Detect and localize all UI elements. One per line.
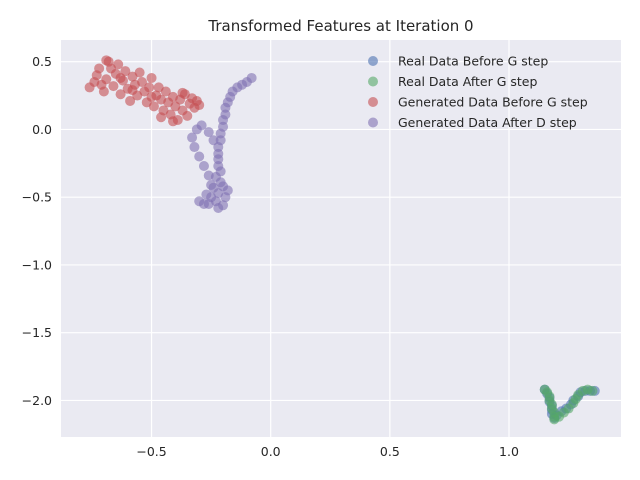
data-points (84, 55, 600, 425)
grid-lines (61, 40, 621, 437)
data-point (208, 135, 219, 146)
data-point (160, 86, 171, 97)
y-tick-label: −1.5 (22, 325, 52, 340)
y-tick-label: 0.0 (32, 122, 52, 137)
data-point (115, 89, 126, 100)
data-point (587, 385, 598, 396)
legend-marker (368, 117, 378, 128)
data-point (203, 127, 214, 138)
data-point (146, 91, 157, 102)
legend-marker (368, 56, 378, 66)
y-tick-label: −1.0 (22, 257, 52, 272)
x-tick-label: −0.5 (136, 444, 166, 459)
data-point (187, 132, 198, 143)
y-tick-label: −0.5 (22, 190, 52, 205)
y-axis: 0.5 0.0 −0.5 −1.0 −1.5 −2.0 (22, 54, 52, 408)
data-point (115, 72, 126, 83)
data-point (146, 72, 157, 83)
data-point (201, 189, 212, 200)
data-point (194, 151, 205, 162)
data-point (144, 82, 155, 93)
y-tick-label: 0.5 (32, 54, 52, 69)
data-point (177, 87, 188, 98)
x-tick-label: 0.5 (380, 444, 400, 459)
x-axis: −0.5 0.0 0.5 1.0 (136, 444, 519, 459)
data-point (134, 67, 145, 78)
data-point (198, 161, 209, 172)
legend-marker (368, 97, 378, 107)
data-point (113, 59, 124, 70)
y-tick-label: −2.0 (22, 393, 52, 408)
data-point (182, 110, 193, 121)
data-point (148, 101, 159, 112)
legend: Real Data Before G step Real Data After G… (368, 54, 588, 130)
series-3-points (187, 72, 257, 214)
data-point (94, 63, 105, 74)
data-point (206, 179, 217, 190)
series-1-points (539, 384, 598, 425)
data-point (213, 203, 224, 214)
legend-label: Generated Data Before G step (398, 95, 588, 110)
data-point (101, 55, 112, 66)
legend-marker (368, 76, 378, 87)
data-point (222, 185, 233, 196)
legend-label: Generated Data After D step (398, 115, 577, 130)
data-point (127, 85, 138, 96)
data-point (137, 77, 148, 88)
chart-title: Transformed Features at Iteration 0 (207, 17, 473, 35)
data-point (194, 196, 205, 207)
legend-label: Real Data Before G step (398, 54, 548, 69)
data-point (196, 120, 207, 131)
legend-label: Real Data After G step (398, 74, 537, 89)
x-tick-label: 0.0 (261, 444, 281, 459)
data-point (98, 86, 109, 97)
data-point (156, 112, 167, 123)
data-point (108, 81, 119, 92)
data-point (101, 74, 112, 85)
data-point (125, 95, 136, 106)
data-point (203, 170, 214, 181)
x-tick-label: 1.0 (499, 444, 519, 459)
series-2-points (84, 55, 205, 127)
data-point (194, 100, 205, 111)
data-point (168, 116, 178, 127)
data-point (189, 142, 200, 153)
